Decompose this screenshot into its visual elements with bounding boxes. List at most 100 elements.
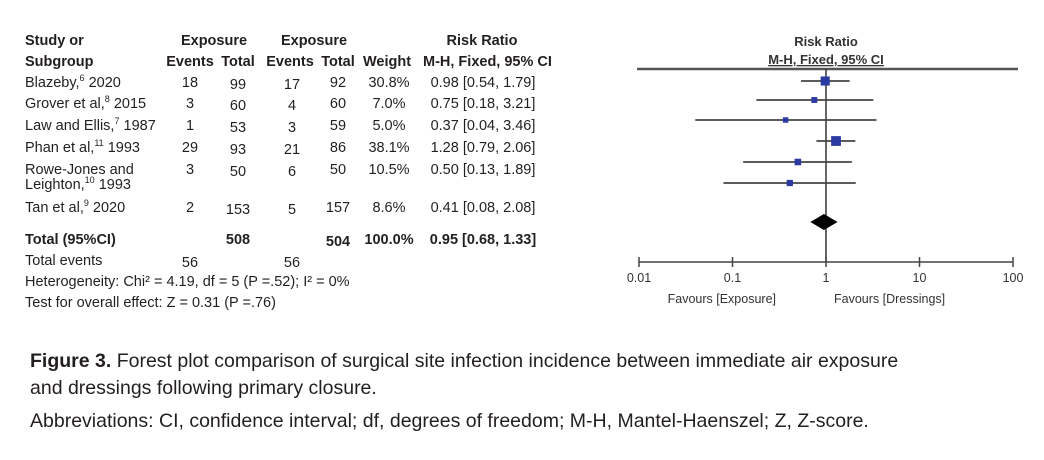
events1: 3 [185,162,195,178]
events2: 5 [287,202,297,218]
risk-ratio-ci: 0.98 [0.54, 1.79] [430,75,536,91]
total2: 50 [329,162,347,178]
point-estimate [794,158,802,166]
header-rr: Risk Ratio [446,33,518,49]
figure-label: Figure 3. [30,350,112,372]
events1: 18 [181,75,199,91]
total2: 86 [329,140,347,156]
header-study: Study or [25,33,84,49]
risk-ratio-ci: 0.37 [0.04, 3.46] [430,118,536,134]
weight: 38.1% [368,140,410,156]
study-name: Grover et al,8 2015 [25,94,147,112]
caption-line2: and dressings following primary closure. [30,377,377,399]
study-label: Law and Ellis, [25,118,115,134]
header-subgroup: Subgroup [25,54,94,70]
study-year: 1993 [107,140,140,156]
point-estimate [831,136,841,146]
plot-subtitle: M-H, Fixed, 95% CI [768,52,884,67]
header-total2: Total [321,54,355,70]
x-tick-label: 100 [1003,271,1024,285]
events2: 3 [287,120,297,136]
caption-line1: Figure 3. Forest plot comparison of surg… [30,350,898,373]
total1: 50 [229,164,247,180]
x-tick-label: 1 [823,271,830,285]
events2: 6 [287,164,297,180]
study-ref: 6 [79,73,85,84]
total2: 60 [329,96,347,112]
study-name: Phan et al,11 1993 [25,138,140,156]
events1: 2 [185,200,195,216]
total1: 93 [229,142,247,158]
study-ref: 8 [104,94,110,105]
total-label: Total (95%CI) [25,232,116,248]
total2: 92 [329,75,347,91]
point-estimate [820,76,830,86]
weight: 7.0% [372,96,406,112]
risk-ratio-ci: 0.50 [0.13, 1.89] [430,162,536,178]
x-tick-label: 0.1 [724,271,741,285]
favours-left: Favours [Exposure] [668,292,776,306]
x-tick-label: 0.01 [627,271,651,285]
total-weight: 100.0% [364,232,414,248]
header-events1: Events [166,54,214,70]
total1: 60 [229,98,247,114]
weight: 8.6% [372,200,406,216]
point-estimate [782,117,789,123]
weight: 10.5% [368,162,410,178]
risk-ratio-ci: 0.75 [0.18, 3.21] [430,96,536,112]
study-ref: 7 [114,116,120,127]
total2: 157 [325,200,351,216]
events2: 17 [283,77,301,93]
overall-effect: Test for overall effect: Z = 0.31 (P =.7… [25,295,276,311]
study-name: Rowe-Jones and [25,162,134,178]
header-rr-method: M-H, Fixed, 95% CI [423,54,552,70]
header-weight: Weight [362,54,412,70]
x-tick-label: 10 [913,271,927,285]
caption-text1: Forest plot comparison of surgical site … [116,350,899,372]
header-total1: Total [221,54,255,70]
study-ref: 10 [84,175,95,186]
weight: 5.0% [372,118,406,134]
study-year: 1993 [98,177,131,193]
study-name-cont: Leighton,10 1993 [25,175,131,193]
study-name: Law and Ellis,7 1987 [25,116,156,134]
forest-plot: Risk Ratio M-H, Fixed, 95% CI 0.01 0.1 1 10… [627,34,1024,306]
total2: 59 [329,118,347,134]
events1: 29 [181,140,199,156]
pooled-diamond [810,214,838,230]
study-name: Tan et al,9 2020 [25,198,126,216]
total-ci: 0.95 [0.68, 1.33] [429,232,537,248]
study-label: Tan et al, [25,200,84,216]
total-events-e2: 56 [283,255,301,271]
study-label: Blazeby, [25,75,80,91]
header-group1: Exposure [180,33,248,49]
study-ref: 9 [83,198,89,209]
study-label: Phan et al, [25,140,95,156]
point-estimate [811,97,818,103]
study-name: Blazeby,6 2020 [25,73,121,91]
heterogeneity: Heterogeneity: Chi² = 4.19, df = 5 (P =.… [25,274,350,290]
events2: 21 [283,142,301,158]
study-year: 2015 [113,96,147,112]
events1: 3 [185,96,195,112]
header-events2: Events [266,54,314,70]
total-t1: 508 [225,232,251,248]
study-year: 2020 [92,200,126,216]
total-t2: 504 [325,234,351,250]
study-year: 1987 [123,118,156,134]
caption-abbreviations: Abbreviations: CI, confidence interval; … [30,410,869,432]
events2: 4 [287,98,297,114]
risk-ratio-ci: 0.41 [0.08, 2.08] [430,200,536,216]
study-ref: 11 [94,138,104,149]
total1: 153 [225,202,251,218]
events1: 1 [185,118,195,134]
point-estimate [786,179,793,187]
risk-ratio-ci: 1.28 [0.79, 2.06] [430,140,536,156]
total1: 53 [229,120,247,136]
plot-title: Risk Ratio [794,34,858,49]
weight: 30.8% [368,75,410,91]
total-events-e1: 56 [181,255,199,271]
header-group2: Exposure [280,33,348,49]
total-events-label: Total events [25,253,103,269]
